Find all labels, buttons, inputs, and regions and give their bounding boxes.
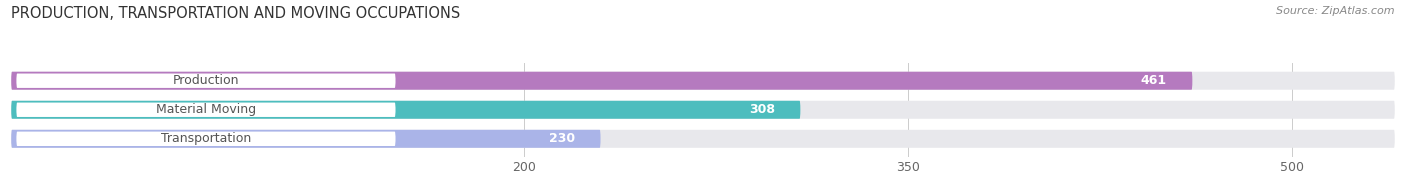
Text: 461: 461 xyxy=(1140,74,1167,87)
FancyBboxPatch shape xyxy=(17,74,395,88)
Text: Transportation: Transportation xyxy=(160,132,252,145)
Text: Material Moving: Material Moving xyxy=(156,103,256,116)
Text: PRODUCTION, TRANSPORTATION AND MOVING OCCUPATIONS: PRODUCTION, TRANSPORTATION AND MOVING OC… xyxy=(11,6,461,21)
FancyBboxPatch shape xyxy=(17,132,395,146)
Text: Production: Production xyxy=(173,74,239,87)
FancyBboxPatch shape xyxy=(11,130,600,148)
FancyBboxPatch shape xyxy=(11,72,1192,90)
FancyBboxPatch shape xyxy=(11,72,1395,90)
Text: Source: ZipAtlas.com: Source: ZipAtlas.com xyxy=(1277,6,1395,16)
FancyBboxPatch shape xyxy=(11,130,1395,148)
Text: 230: 230 xyxy=(548,132,575,145)
FancyBboxPatch shape xyxy=(11,101,1395,119)
Text: 308: 308 xyxy=(749,103,775,116)
FancyBboxPatch shape xyxy=(11,101,800,119)
FancyBboxPatch shape xyxy=(17,103,395,117)
